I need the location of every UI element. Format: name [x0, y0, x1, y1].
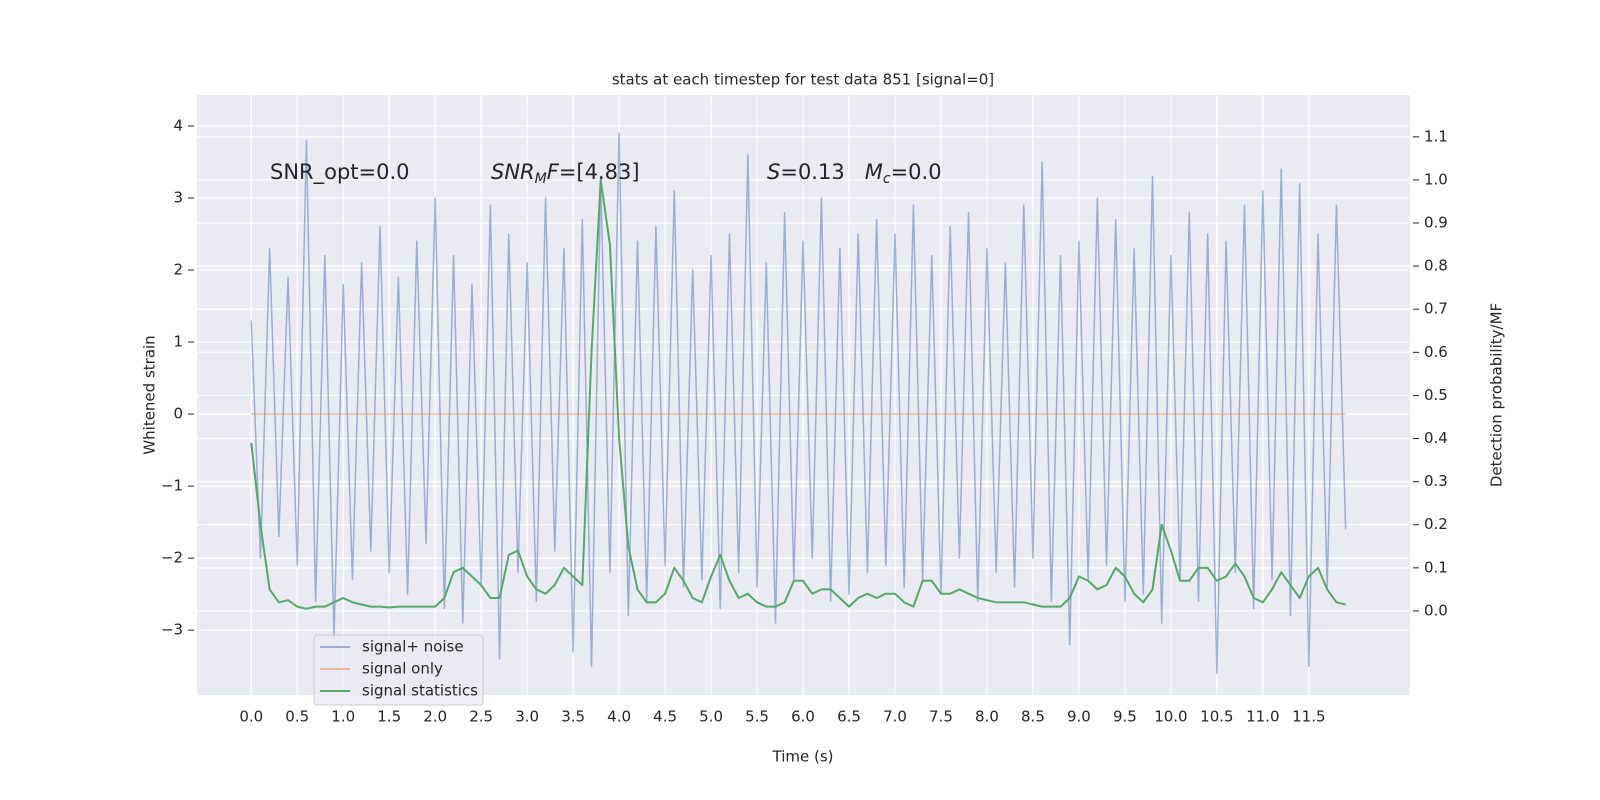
legend: signal+ noise signal only signal statistic…	[313, 634, 484, 706]
x-tick-label: 4.5	[653, 708, 677, 726]
x-tick-label: 0.0	[239, 708, 263, 726]
annotation: SNR_opt=0.0	[270, 160, 410, 185]
x-tick-label: 11.0	[1246, 708, 1279, 726]
y-tick-label: 0	[173, 405, 183, 423]
annotation-part: SNR	[491, 160, 535, 184]
y-tick-label: 2	[173, 261, 183, 279]
y2-tick-label: 0.5	[1424, 386, 1448, 404]
x-tick-label: 10.5	[1200, 708, 1233, 726]
legend-label: signal only	[362, 660, 443, 678]
y2-tick-label: 0.6	[1424, 343, 1448, 361]
y-tick-label: 3	[173, 189, 183, 207]
annotation-part: S	[767, 160, 780, 184]
x-tick-label: 3.5	[561, 708, 585, 726]
x-tick-label: 7.5	[929, 708, 953, 726]
x-tick-label: 3.0	[515, 708, 539, 726]
annotation-part: SNR_opt=0.0	[270, 160, 410, 185]
x-tick-label: 8.0	[975, 708, 999, 726]
y2-tick-label: 0.8	[1424, 257, 1448, 275]
y2-axis-label: Detection probability/MF	[1488, 303, 1506, 487]
y2-tick-label: 0.3	[1424, 472, 1448, 490]
legend-box	[313, 634, 484, 706]
y2-tick-label: 0.9	[1424, 214, 1448, 232]
annotation-part: =0.0	[891, 160, 942, 184]
y-tick-label: 4	[173, 116, 183, 134]
x-tick-label: 2.5	[469, 708, 493, 726]
x-tick-label: 5.5	[745, 708, 769, 726]
y-tick-label: −3	[161, 621, 183, 639]
x-tick-label: 11.5	[1292, 708, 1325, 726]
x-tick-label: 7.0	[883, 708, 907, 726]
x-tick-label: 2.0	[423, 708, 447, 726]
series-line	[250, 178, 1346, 610]
y-tick-label: −2	[161, 549, 183, 567]
y2-tick-label: 1.0	[1424, 170, 1448, 188]
y-tick-label: 1	[173, 333, 183, 351]
legend-label: signal+ noise	[362, 638, 464, 656]
x-tick-label: 9.0	[1067, 708, 1091, 726]
annotation: SNRMF=[4.83]	[491, 160, 640, 187]
annotation-part: =[4.83]	[559, 160, 640, 184]
x-tick-label: 6.0	[791, 708, 815, 726]
y2-tick-label: 1.1	[1424, 127, 1448, 145]
x-tick-label: 4.0	[607, 708, 631, 726]
x-tick-label: 1.0	[331, 708, 355, 726]
y2-tick-label: 0.4	[1424, 429, 1448, 447]
y2-tick-label: 0.2	[1424, 515, 1448, 533]
x-tick-label: 9.5	[1113, 708, 1137, 726]
legend-label: signal statistics	[362, 682, 478, 700]
x-tick-label: 10.0	[1154, 708, 1187, 726]
x-tick-label: 5.0	[699, 708, 723, 726]
annotation-part: c	[883, 171, 891, 187]
y-axis-label: Whitened strain	[141, 335, 159, 454]
x-tick-label: 6.5	[837, 708, 861, 726]
x-tick-label: 0.5	[285, 708, 309, 726]
x-axis-label: Time (s)	[772, 748, 834, 766]
x-tick-label: 8.5	[1021, 708, 1045, 726]
annotation-part: =0.13	[780, 160, 864, 184]
chart-title: stats at each timestep for test data 851…	[612, 71, 994, 89]
annotation-part: M	[865, 160, 883, 184]
y2-tick-label: 0.1	[1424, 558, 1448, 576]
y2-tick-label: 0.7	[1424, 300, 1448, 318]
y-tick-label: −1	[161, 477, 183, 495]
y2-tick-label: 0.0	[1424, 601, 1448, 619]
x-tick-label: 1.5	[377, 708, 401, 726]
annotation: S=0.13 Mc=0.0	[767, 160, 942, 187]
series-line	[250, 132, 1347, 675]
annotation-part: F	[547, 160, 560, 184]
annotation-part: M	[535, 171, 547, 187]
